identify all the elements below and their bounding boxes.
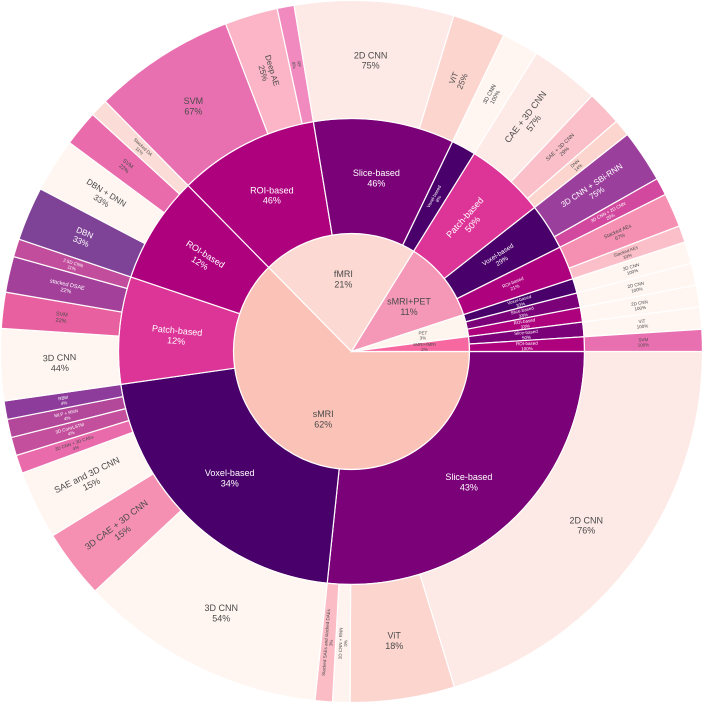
label-slice-based: Slice-based 46% [353,168,400,188]
label-rbm: RBM4% [58,395,70,407]
label-svm: SVM22% [55,311,69,325]
label-3d-cnn: 3D CNN44% [43,352,77,374]
label-voxel-based: Voxel-based33% [507,294,534,311]
label-slice-based: Slice-based 43% [445,472,492,492]
label-svm: SVM100% [637,337,649,348]
label-2d-cnn: 2D CNN 75% [354,50,388,70]
label-3d-cnn: 3D CNN 54% [205,603,239,623]
label-2d-cnn: 2D CNN100% [627,281,646,295]
label-voxel-based: Voxel-based 34% [205,468,255,488]
label-smri-fmri: sMRI+fMRI 2% [413,342,436,352]
label-smri: sMRI 62% [313,409,334,429]
label-roi-based: ROI-based100% [516,341,539,352]
label-fmri: fMRI 21% [334,269,353,289]
label-2d-cnn-rnn: 2D CNN + RNN3% [338,627,349,659]
label-mlp-rnn: MLP + RNN4% [54,408,80,423]
label-dbn: DBN33% [71,224,95,249]
label-3d-cnn: 3D CNN100% [622,262,641,276]
label-dnn: DNN14% [570,159,584,173]
ring-approaches [117,117,586,586]
segment-2d-cnn[interactable] [419,350,703,688]
label-slice-based: Slice-based33% [510,305,536,320]
label-stacked-saes-and-stacked-daes: Stacked SAEs and stacked DAEs3% [321,608,336,676]
label-vit: ViT100% [636,318,648,329]
label-roi-based: ROI-based33% [513,317,537,331]
label-smri-pet: sMRI+PET 11% [387,297,431,317]
ring-modalities [232,232,471,471]
label-2d-cnn: 2D CNN 76% [570,515,604,535]
label-pet: PET 3% [419,331,428,341]
label-slice-based: Slice-based50% [514,329,539,341]
label-vit: ViT 18% [385,631,403,651]
label-rf: RF8% [291,61,302,69]
label-svm: SVM 67% [184,96,204,116]
label-roi-based: ROI-based 46% [250,185,294,205]
segment-svm[interactable] [583,328,703,353]
label-patch-based: Patch-based12% [151,323,203,348]
label-2-5d-cnn: 2.5D CNN11% [61,258,84,274]
label-2d-cnn: 2D CNN100% [631,299,649,312]
